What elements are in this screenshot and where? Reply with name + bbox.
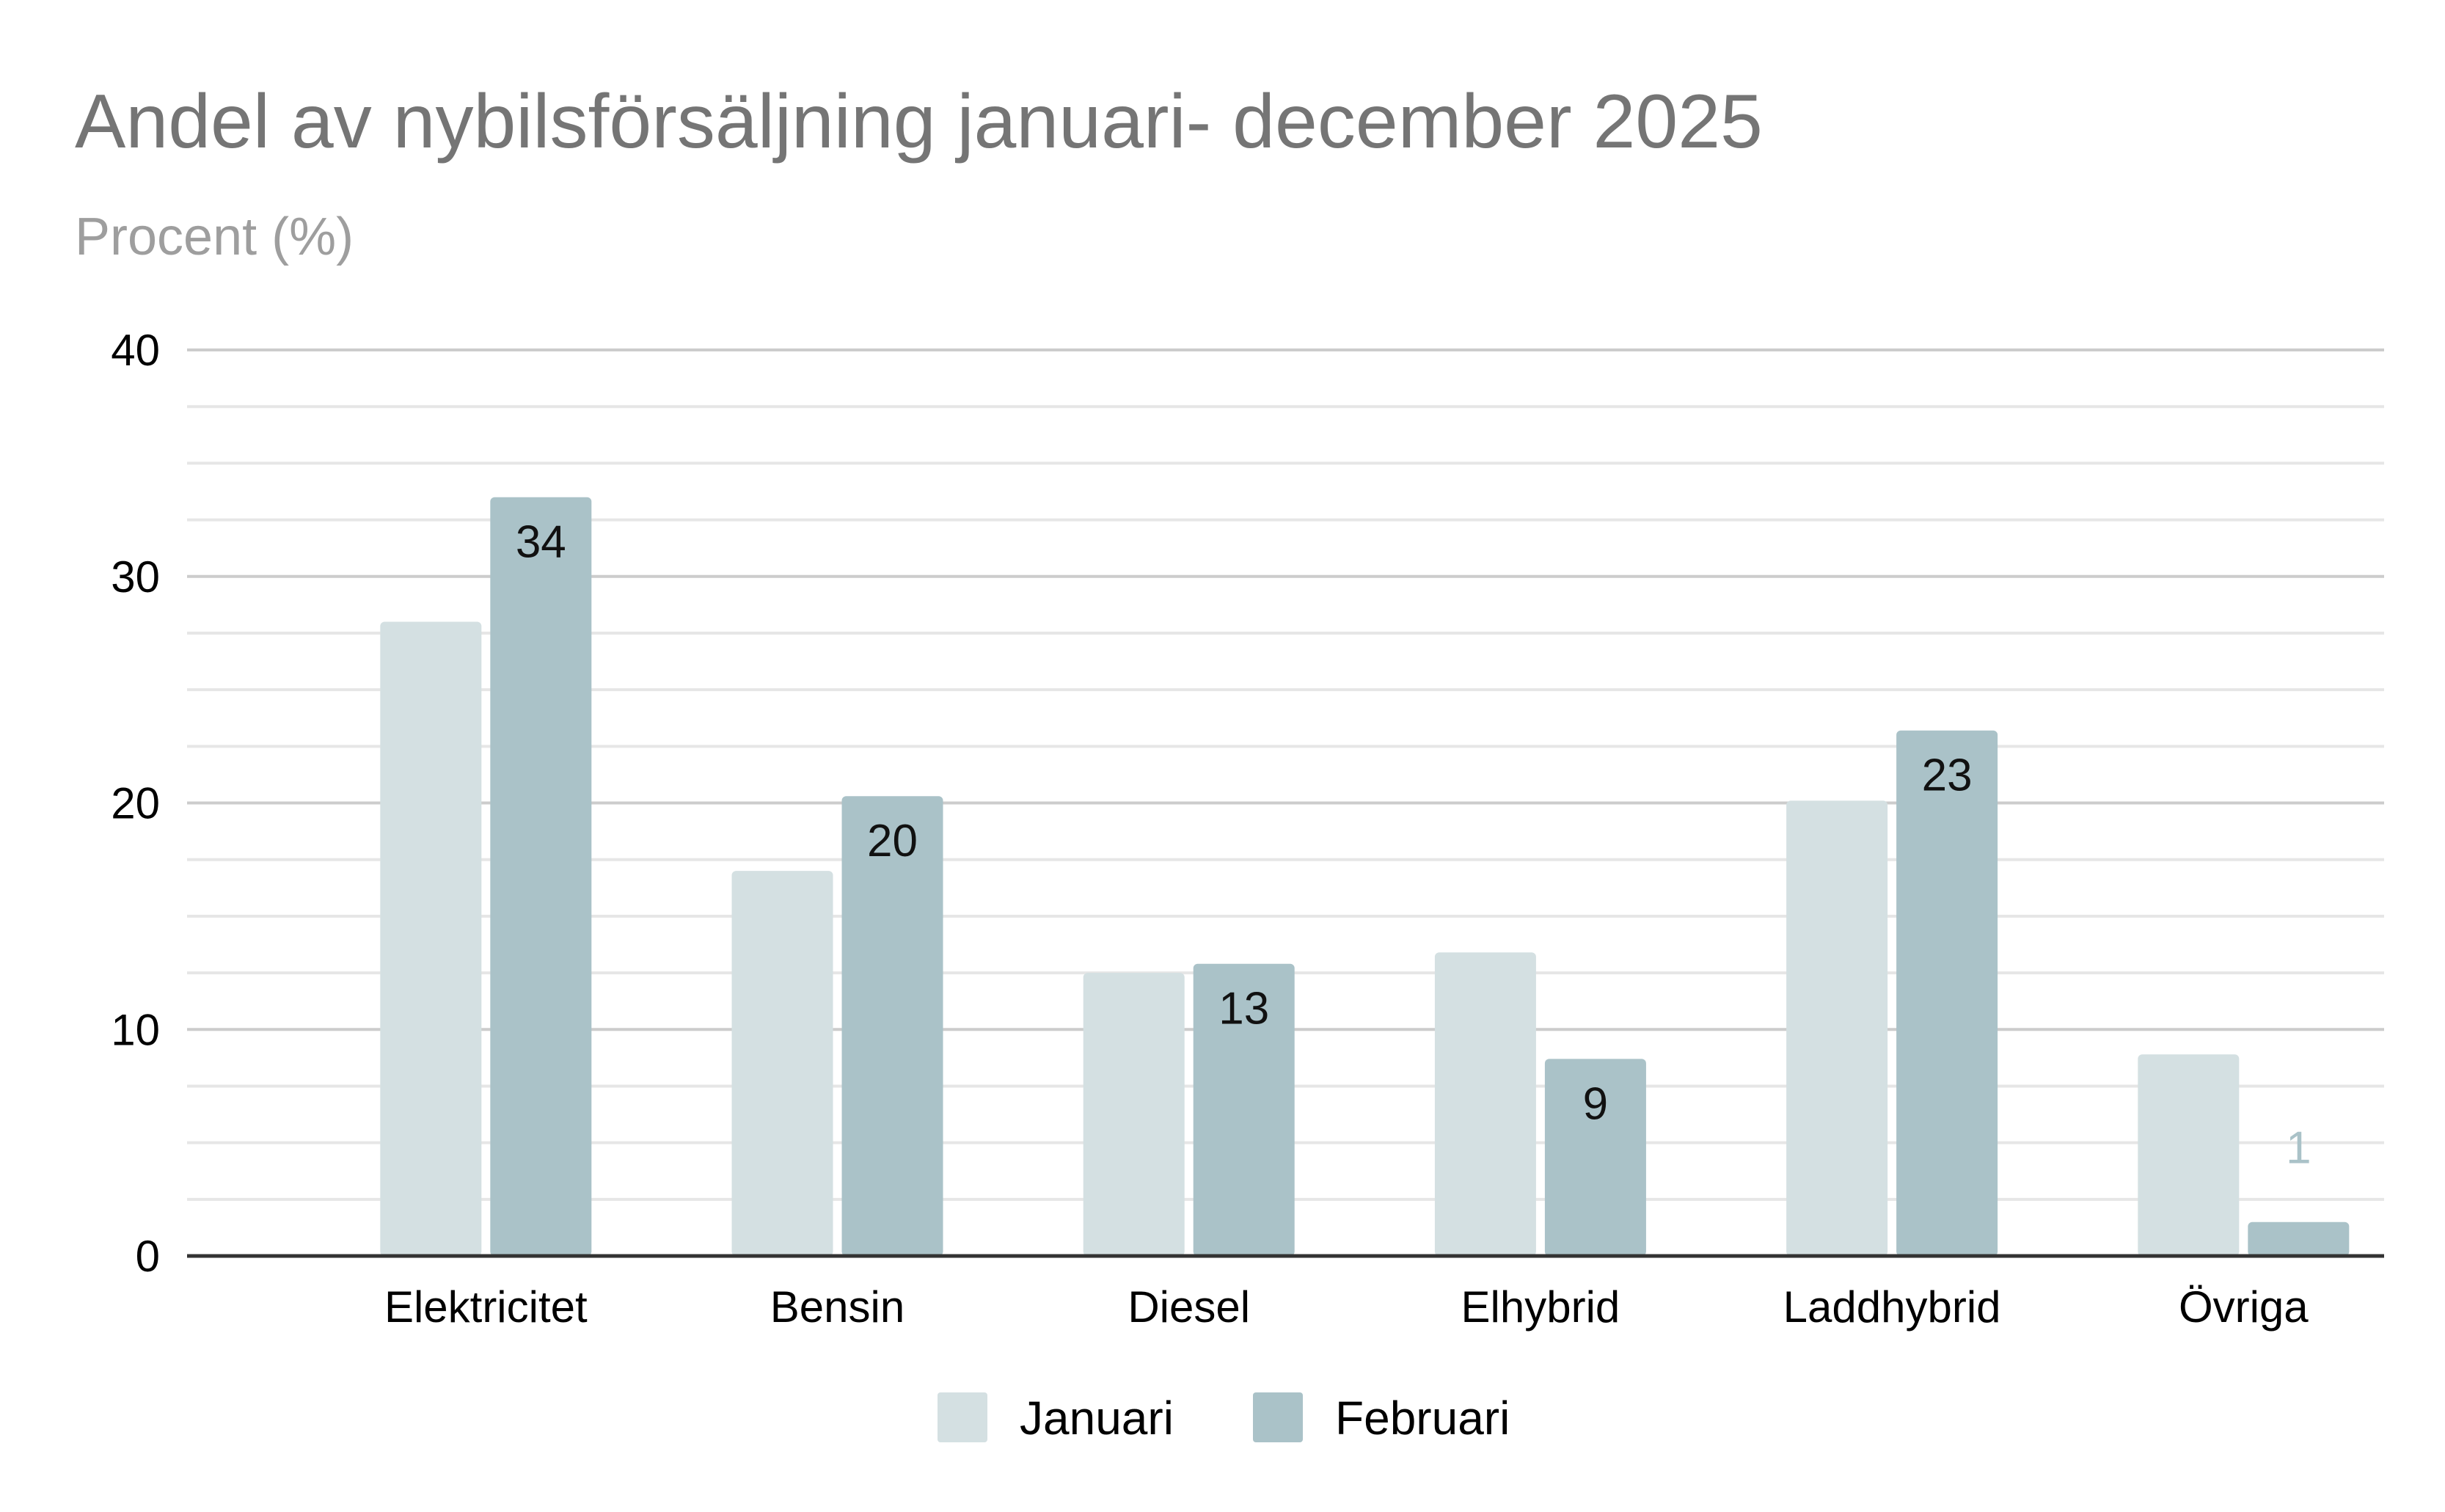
data-label: 20 <box>867 816 918 866</box>
bar-januari <box>1083 973 1185 1256</box>
bar-februari <box>1193 963 1295 1256</box>
bar-januari <box>1434 952 1536 1256</box>
x-tick-label: Diesel <box>1128 1282 1250 1332</box>
data-label: 1 <box>2286 1123 2311 1174</box>
data-label: 13 <box>1218 984 1269 1034</box>
legend-swatch-februari <box>1253 1392 1303 1442</box>
x-tick-label: Övriga <box>2179 1282 2309 1332</box>
bar-februari <box>841 796 943 1256</box>
data-label: 34 <box>516 517 566 568</box>
x-tick-label: Elektricitet <box>384 1282 588 1332</box>
bar-februari <box>1544 1059 1646 1256</box>
y-tick-label: 20 <box>111 779 160 828</box>
y-tick-label: 0 <box>136 1232 160 1281</box>
x-tick-label: Laddhybrid <box>1783 1282 2001 1332</box>
y-tick-label: 30 <box>111 552 160 602</box>
data-label: 9 <box>1583 1078 1608 1129</box>
legend-label-januari: Januari <box>1020 1392 1174 1445</box>
y-tick-label: 10 <box>111 1005 160 1054</box>
x-tick-label: Elhybrid <box>1461 1282 1620 1332</box>
data-label: 23 <box>1922 750 1973 801</box>
bar-februari <box>1896 730 1998 1256</box>
x-tick-label: Bensin <box>770 1282 904 1332</box>
bar-februari <box>490 497 592 1256</box>
bar-januari <box>2138 1054 2240 1256</box>
legend-label-februari: Februari <box>1335 1392 1510 1445</box>
bar-januari <box>380 621 482 1256</box>
bar-januari <box>731 871 833 1256</box>
chart-title: Andel av nybilsförsäljning januari- dece… <box>75 79 1763 164</box>
bar-februari <box>2248 1221 2350 1256</box>
y-tick-label: 40 <box>111 326 160 375</box>
bar-januari <box>1786 800 1888 1256</box>
legend-swatch-januari <box>938 1392 987 1442</box>
chart-subtitle: Procent (%) <box>75 208 354 266</box>
